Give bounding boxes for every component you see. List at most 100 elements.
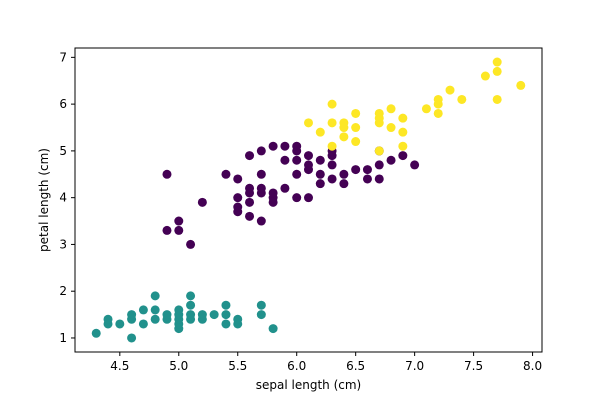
data-point (245, 211, 255, 221)
data-point (186, 291, 196, 301)
data-point (339, 132, 349, 142)
data-point (351, 137, 361, 147)
y-axis-label: petal length (cm) (37, 148, 51, 252)
data-point (268, 141, 278, 151)
data-point (280, 155, 290, 165)
y-tick-label: 3 (59, 237, 67, 251)
data-point (174, 216, 184, 226)
data-point (256, 216, 266, 226)
data-point (351, 165, 361, 175)
data-point (480, 71, 490, 81)
data-point (304, 160, 313, 170)
data-point (315, 169, 325, 179)
data-point (327, 118, 337, 128)
data-point (197, 197, 207, 207)
data-point (91, 328, 101, 338)
data-point (398, 151, 408, 161)
data-point (233, 314, 243, 324)
data-point (162, 225, 172, 235)
y-tick-label: 5 (59, 144, 67, 158)
data-point (292, 141, 302, 151)
data-point (292, 193, 302, 203)
data-point (256, 146, 266, 156)
data-point (245, 197, 255, 207)
y-tick-label: 4 (59, 191, 67, 205)
x-tick-label: 8.0 (523, 359, 542, 373)
data-point (516, 80, 526, 90)
data-point (327, 99, 337, 109)
data-point (398, 127, 408, 137)
data-point (327, 174, 337, 184)
y-tick-label: 6 (59, 97, 67, 111)
data-point (339, 179, 349, 189)
data-point (138, 319, 148, 329)
data-point (233, 202, 243, 212)
data-point (233, 174, 243, 184)
data-point (186, 300, 196, 310)
data-point (150, 314, 160, 324)
data-point (186, 310, 196, 320)
data-point (268, 324, 278, 334)
data-point (268, 188, 278, 198)
data-point (304, 118, 313, 128)
x-tick-label: 5.5 (228, 359, 247, 373)
data-point (362, 165, 372, 175)
data-point (292, 155, 302, 165)
data-point (138, 305, 148, 315)
data-point (492, 66, 502, 76)
data-point (362, 174, 372, 184)
data-point (221, 300, 231, 310)
series-1 (162, 141, 420, 249)
data-point (433, 108, 443, 118)
data-point (221, 169, 231, 179)
series-0 (91, 291, 278, 343)
data-point (256, 300, 266, 310)
x-tick-label: 6.0 (287, 359, 306, 373)
data-point (209, 310, 219, 320)
data-point (127, 310, 137, 320)
x-tick-label: 7.0 (405, 359, 424, 373)
data-point (339, 118, 349, 128)
data-point (315, 179, 325, 189)
x-tick-label: 6.5 (346, 359, 365, 373)
data-point (304, 151, 313, 161)
data-point (351, 123, 361, 133)
data-point (162, 169, 172, 179)
data-point (221, 319, 231, 329)
data-point (221, 310, 231, 320)
data-point (445, 85, 455, 95)
data-point (374, 146, 384, 156)
data-point (339, 169, 349, 179)
data-point (398, 113, 408, 123)
y-tick-label: 2 (59, 284, 67, 298)
data-point (315, 127, 325, 137)
data-point (433, 94, 443, 104)
x-tick-label: 4.5 (110, 359, 129, 373)
data-point (374, 174, 384, 184)
data-point (174, 305, 184, 315)
x-axis-label: sepal length (cm) (256, 378, 361, 392)
data-point (103, 314, 113, 324)
data-point (327, 141, 337, 151)
data-point (245, 183, 255, 193)
data-point (351, 108, 361, 118)
data-point (410, 160, 420, 170)
x-tick-label: 5.0 (169, 359, 188, 373)
data-point (292, 169, 302, 179)
y-tick-label: 7 (59, 50, 67, 64)
x-tick-label: 7.5 (464, 359, 483, 373)
data-point (492, 57, 502, 67)
points-layer (91, 57, 526, 343)
data-point (186, 239, 196, 249)
y-tick-label: 1 (59, 331, 67, 345)
series-2 (304, 57, 526, 156)
data-point (457, 94, 467, 104)
data-point (374, 108, 384, 118)
data-point (174, 225, 184, 235)
data-point (256, 169, 266, 179)
data-point (280, 183, 290, 193)
data-point (150, 305, 160, 315)
data-point (256, 183, 266, 193)
data-point (492, 94, 502, 104)
data-point (327, 160, 337, 170)
